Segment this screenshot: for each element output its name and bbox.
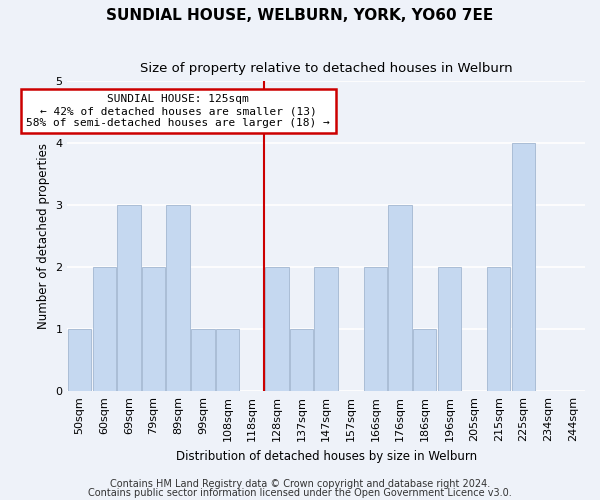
X-axis label: Distribution of detached houses by size in Welburn: Distribution of detached houses by size … (176, 450, 476, 462)
Bar (68, 329, 91, 391)
Bar (290, 329, 313, 391)
Bar (216, 329, 239, 391)
Bar (117, 205, 140, 391)
Bar (265, 267, 289, 391)
Bar (166, 205, 190, 391)
Y-axis label: Number of detached properties: Number of detached properties (37, 143, 50, 329)
Title: Size of property relative to detached houses in Welburn: Size of property relative to detached ho… (140, 62, 512, 76)
Bar (413, 329, 436, 391)
Bar (92, 267, 116, 391)
Bar (512, 143, 535, 391)
Bar (364, 267, 387, 391)
Bar (437, 267, 461, 391)
Text: Contains HM Land Registry data © Crown copyright and database right 2024.: Contains HM Land Registry data © Crown c… (110, 479, 490, 489)
Text: SUNDIAL HOUSE: 125sqm
← 42% of detached houses are smaller (13)
58% of semi-deta: SUNDIAL HOUSE: 125sqm ← 42% of detached … (26, 94, 330, 128)
Bar (191, 329, 215, 391)
Text: Contains public sector information licensed under the Open Government Licence v3: Contains public sector information licen… (88, 488, 512, 498)
Bar (487, 267, 511, 391)
Bar (388, 205, 412, 391)
Bar (314, 267, 338, 391)
Bar (142, 267, 165, 391)
Text: SUNDIAL HOUSE, WELBURN, YORK, YO60 7EE: SUNDIAL HOUSE, WELBURN, YORK, YO60 7EE (106, 8, 494, 22)
